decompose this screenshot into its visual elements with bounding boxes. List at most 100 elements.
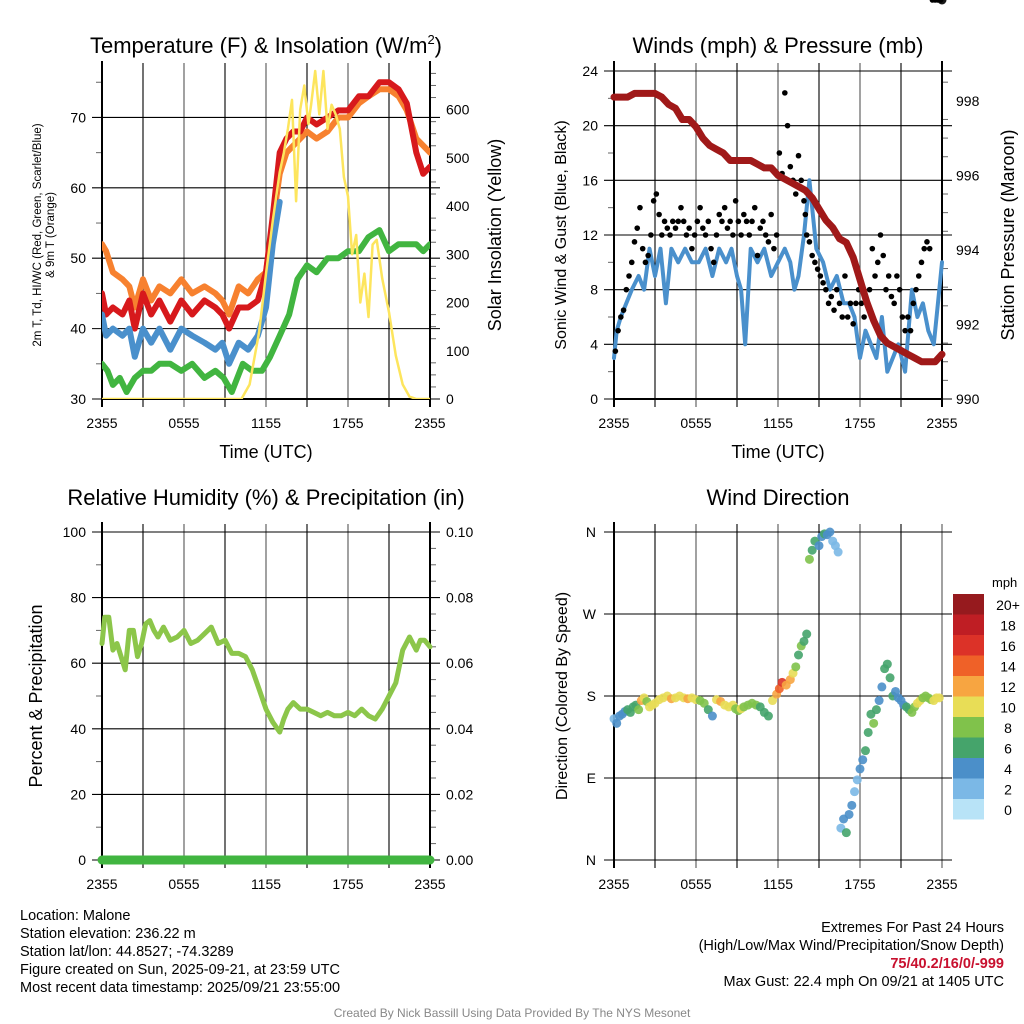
- colorbar-swatch: [953, 655, 984, 676]
- y2-tick-label: 100: [446, 343, 470, 359]
- direction-point: [699, 698, 709, 708]
- gust-point: [661, 218, 668, 225]
- gust-point: [615, 327, 621, 334]
- direction-point: [869, 718, 879, 728]
- gust-point: [883, 286, 889, 293]
- series-sonic-wind: [612, 178, 944, 374]
- gust-point: [645, 252, 651, 259]
- gust-point: [738, 232, 744, 238]
- y-tick-label: E: [587, 770, 596, 786]
- direction-point: [833, 547, 843, 557]
- y2-tick-label: 0: [446, 391, 454, 407]
- colorbar-swatch: [953, 778, 984, 799]
- gust-point: [626, 273, 632, 279]
- gust-point: [689, 245, 695, 252]
- x-tick-label: 1755: [844, 876, 875, 892]
- gust-point: [787, 163, 794, 170]
- elevation-text: Station elevation: 236.22 m: [20, 926, 196, 942]
- x-tick-label: 2355: [598, 415, 629, 431]
- gust-point: [776, 150, 783, 156]
- temperature-chart-title: Temperature (F) & Insolation (W/m2): [90, 32, 442, 58]
- gust-point: [773, 232, 780, 238]
- y-tick-label: 4: [590, 336, 598, 352]
- winds-xlabel: Time (UTC): [731, 442, 824, 462]
- gust-point: [839, 314, 846, 320]
- gust-point: [798, 177, 805, 184]
- colorbar-swatch: [953, 717, 984, 738]
- y-tick-label: 80: [70, 590, 86, 606]
- direction-point: [707, 711, 717, 721]
- gust-point: [891, 300, 897, 307]
- colorbar-label: 8: [1004, 720, 1012, 736]
- x-tick-label: 2355: [86, 415, 117, 431]
- gust-point: [828, 293, 835, 300]
- y-tick-label: 40: [70, 721, 86, 737]
- temperature-axes: 2355 0555 1155 1755 235530405060700100200300…: [70, 61, 470, 431]
- y2-tick-label: 0.06: [446, 655, 473, 671]
- gust-point: [743, 218, 750, 225]
- x-tick-label: 2355: [926, 415, 957, 431]
- colorbar-swatch: [953, 594, 984, 615]
- y2-tick-label: 600: [446, 102, 470, 118]
- gust-point: [757, 225, 764, 231]
- y2-tick-label: 0.00: [446, 852, 473, 868]
- gust-point: [894, 273, 900, 279]
- speed-colorbar: 20+ 18 16 14 12 10 8 6 4 2 0: [953, 594, 1020, 820]
- gust-point: [650, 198, 657, 204]
- gust-point: [910, 300, 917, 307]
- gust-point: [784, 122, 791, 129]
- direction-point: [807, 545, 817, 555]
- colorbar-label: 4: [1004, 761, 1012, 777]
- y2-tick-label: 200: [446, 295, 470, 311]
- winds-chart-title: Winds (mph) & Pressure (mb): [633, 33, 924, 58]
- gust-point: [823, 286, 829, 293]
- y-tick-label: 30: [70, 391, 86, 407]
- y2-tick-label: 990: [956, 391, 980, 407]
- gust-point: [820, 280, 826, 286]
- direction-point: [634, 705, 644, 715]
- gust-point: [885, 273, 892, 279]
- colorbar-swatch: [953, 635, 984, 656]
- direction-point: [703, 705, 713, 715]
- colorbar-label: 14: [1000, 659, 1016, 675]
- gust-point: [814, 266, 821, 272]
- y-tick-label: N: [586, 852, 596, 868]
- y2-tick-label: 400: [446, 198, 470, 214]
- y-tick-label: 16: [582, 172, 598, 188]
- gust-point: [710, 259, 717, 266]
- direction-point: [794, 650, 803, 660]
- gust-point: [637, 204, 643, 211]
- x-tick-label: 1155: [763, 415, 793, 431]
- y2-tick-label: 996: [956, 167, 980, 183]
- gust-point: [754, 252, 761, 259]
- gust-point: [762, 232, 769, 238]
- colorbar-label: 10: [1000, 700, 1016, 716]
- gust-point: [812, 259, 818, 266]
- colorbar-label: 20+: [996, 597, 1020, 613]
- colorbar-label: 16: [1000, 638, 1016, 654]
- y-tick-label: 100: [63, 524, 87, 540]
- gust-point: [926, 245, 933, 252]
- colorbar-swatch: [953, 614, 984, 635]
- direction-point: [814, 541, 824, 551]
- colorbar-label: 6: [1004, 741, 1012, 757]
- gust-point: [924, 239, 930, 245]
- winds-series: [610, 0, 946, 374]
- wind-direction-chart-title: Wind Direction: [706, 485, 849, 510]
- gust-point: [675, 218, 682, 225]
- direction-point: [850, 787, 860, 797]
- temperature-ylabel-line1: 2m T, Td, HI/WC (Red, Green, Scarlet/Blu…: [32, 123, 44, 346]
- colorbar-swatch: [953, 696, 984, 717]
- gust-point: [806, 239, 813, 245]
- gust-point: [691, 232, 698, 238]
- gust-point: [751, 204, 758, 211]
- y-tick-label: 0: [78, 852, 86, 868]
- x-tick-label: 1155: [251, 415, 281, 431]
- gust-point: [771, 245, 777, 252]
- y-tick-label: 0: [590, 391, 598, 407]
- direction-point: [858, 755, 868, 765]
- gust-point: [702, 232, 709, 238]
- y2-tick-label: 500: [446, 150, 470, 166]
- y-tick-label: 12: [582, 227, 598, 243]
